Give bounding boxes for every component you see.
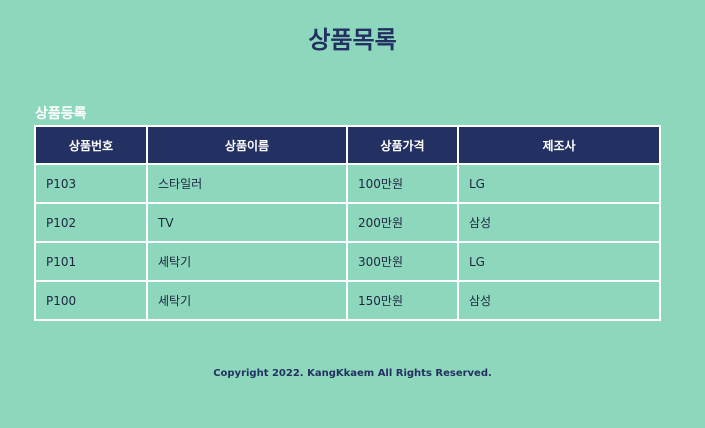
cell-product-price: 100만원 [346,163,459,204]
table-header-row: 상품번호 상품이름 상품가격 제조사 [34,125,661,165]
cell-manufacturer: LG [457,163,661,204]
cell-product-name: 스타일러 [146,163,348,204]
header-manufacturer: 제조사 [457,125,661,165]
cell-product-price: 150만원 [346,280,459,321]
cell-manufacturer: 삼성 [457,202,661,243]
product-table: 상품번호 상품이름 상품가격 제조사 P103 스타일러 100만원 LG P1… [34,125,661,321]
product-register-link[interactable]: 상품등록 [35,106,87,122]
table-row: P103 스타일러 100만원 LG [34,163,661,204]
cell-product-number: P102 [34,202,148,243]
cell-product-number: P100 [34,280,148,321]
cell-product-name: 세탁기 [146,280,348,321]
table-row: P101 세탁기 300만원 LG [34,241,661,282]
header-product-price: 상품가격 [346,125,459,165]
cell-product-number: P103 [34,163,148,204]
cell-manufacturer: LG [457,241,661,282]
cell-product-name: TV [146,202,348,243]
header-product-number: 상품번호 [34,125,148,165]
page-title: 상품목록 [308,26,397,54]
cell-manufacturer: 삼성 [457,280,661,321]
cell-product-number: P101 [34,241,148,282]
cell-product-price: 200만원 [346,202,459,243]
header-product-name: 상품이름 [146,125,348,165]
footer-copyright: Copyright 2022. KangKkaem All Rights Res… [213,368,492,379]
cell-product-price: 300만원 [346,241,459,282]
table-row: P100 세탁기 150만원 삼성 [34,280,661,321]
table-row: P102 TV 200만원 삼성 [34,202,661,243]
cell-product-name: 세탁기 [146,241,348,282]
